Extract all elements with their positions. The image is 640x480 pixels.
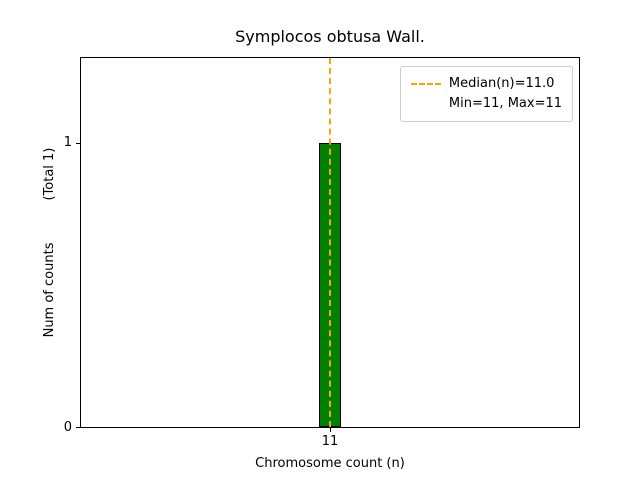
median-dashed-line (329, 58, 331, 427)
legend-row-median: Median(n)=11.0 (410, 74, 562, 94)
yaxis-label-total: (Total 1) (41, 147, 57, 201)
median-line-swatch-icon (410, 83, 441, 85)
ytick-mark-1 (76, 143, 80, 144)
xaxis-label: Chromosome count (n) (255, 456, 405, 471)
plot-area: Median(n)=11.0 Min=11, Max=11 (80, 57, 580, 428)
xtick-mark-11 (330, 428, 331, 432)
ytick-label-1: 1 (63, 135, 72, 150)
legend-median-label: Median(n)=11.0 (448, 76, 555, 91)
yaxis-label: Num of counts (Total 1) (40, 57, 58, 428)
chart-title: Symplocos obtusa Wall. (235, 27, 425, 46)
ytick-label-0: 0 (63, 420, 72, 435)
legend-row-minmax: Min=11, Max=11 (411, 94, 562, 114)
ytick-mark-0 (76, 427, 80, 428)
yaxis-label-main: Num of counts (41, 242, 57, 338)
legend: Median(n)=11.0 Min=11, Max=11 (399, 66, 573, 122)
legend-minmax-label: Min=11, Max=11 (448, 96, 562, 111)
xtick-label-11: 11 (321, 434, 339, 449)
